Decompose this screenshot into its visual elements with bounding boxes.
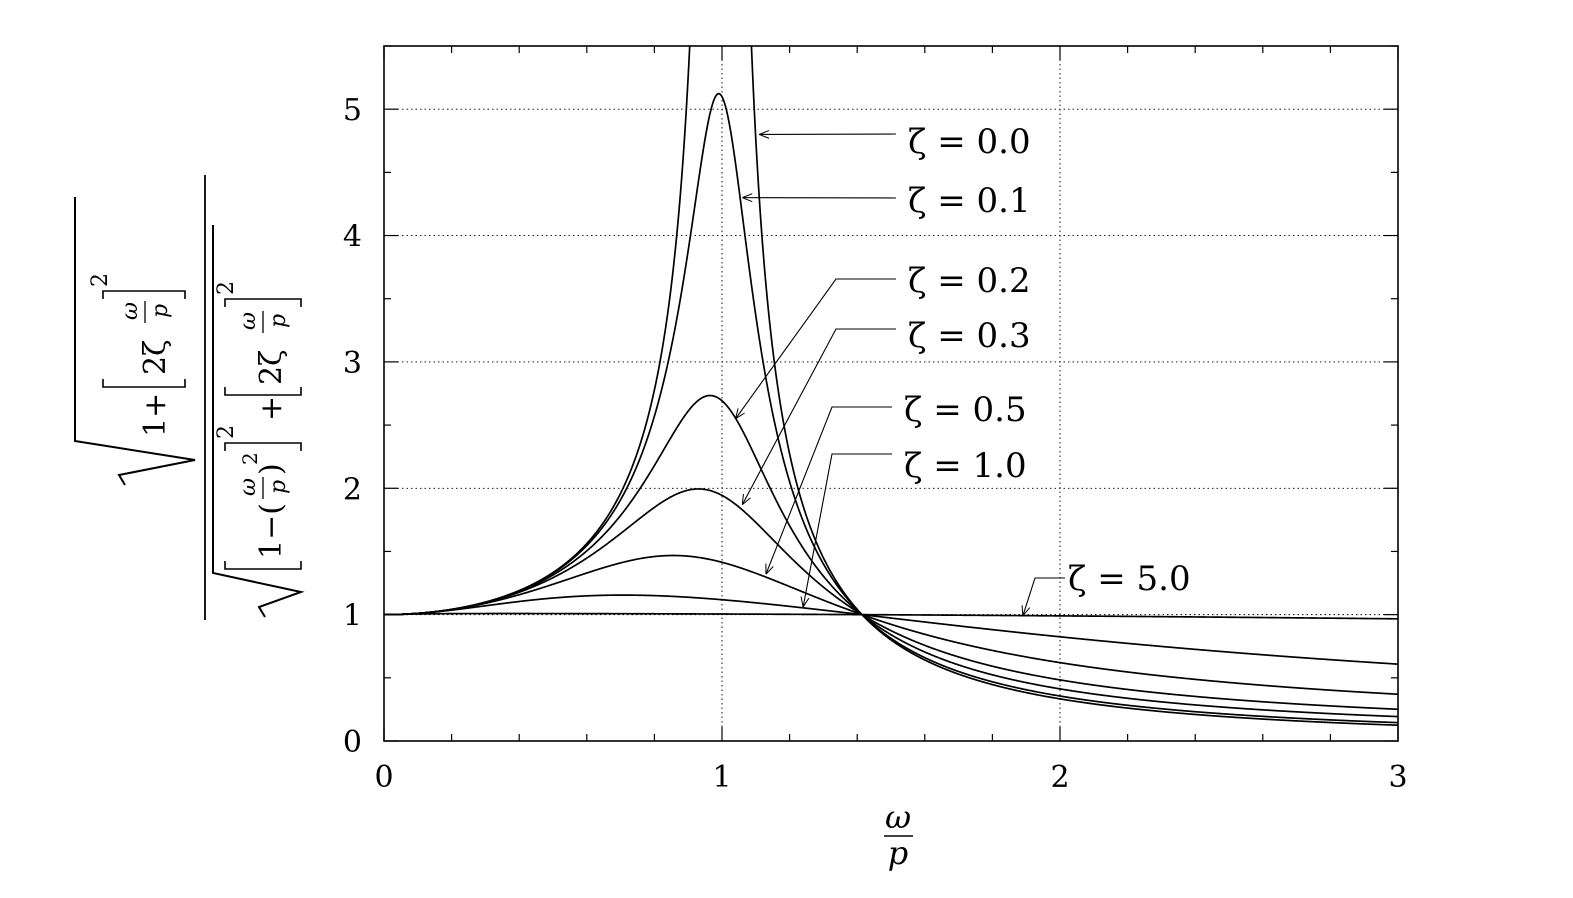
x-tick-label: 3: [1388, 760, 1407, 795]
series-line-zeta-0-2: [384, 394, 1398, 718]
y-tick-label: 3: [343, 346, 362, 381]
y-label-denominator-outer-exponent: 2: [214, 425, 239, 439]
y-tick-label: 4: [343, 220, 362, 255]
y-label-numerator-left-bracket: [102, 379, 186, 388]
x-axis-label-numerator: ω: [885, 798, 911, 836]
annotation-leader-5: [803, 453, 892, 607]
x-tick-label: 2: [1050, 760, 1069, 795]
grid: [384, 46, 1398, 741]
y-label-numerator-p: p: [148, 304, 173, 318]
y-label-denominator-omega-2: ω: [236, 312, 261, 330]
x-axis-label: ω p: [884, 798, 913, 872]
y-label-denominator-right-bracket-1: [224, 442, 302, 451]
y-label-denominator-omega: ω: [236, 478, 261, 496]
y-label-denominator-one-minus: 1−(: [254, 503, 289, 559]
y-label-denominator-two-zeta: 2ζ: [254, 350, 289, 385]
annotation-label-4: ζ = 0.5: [904, 390, 1027, 430]
y-tick-label: 2: [343, 472, 362, 507]
series-line-zeta-0-3: [384, 488, 1398, 711]
y-tick-labels: 0 1 2 3 4 5: [343, 93, 362, 760]
annotation-label-3: ζ = 0.3: [908, 316, 1031, 356]
annotation-leader-6: [1023, 577, 1065, 616]
x-tick-labels: 0 1 2 3: [374, 760, 1407, 795]
y-label-denominator-left-bracket-1: [224, 561, 302, 570]
series-line-zeta-0: [384, 46, 1398, 727]
x-tick-label: 1: [712, 760, 731, 795]
series-line-zeta-0-1: [384, 92, 1398, 724]
plot-frame: [383, 45, 1399, 742]
y-label-denominator: 1−( ω p ) 2 2 + 2ζ ω p 2: [212, 225, 305, 618]
y-label-denominator-close-paren: ): [254, 463, 289, 475]
annotation-label-2: ζ = 0.2: [908, 261, 1031, 301]
annotation-leader-4: [766, 406, 892, 574]
x-axis-label-denominator: p: [888, 834, 908, 872]
series-group: [384, 46, 1398, 727]
y-label-denominator-inner-exponent: 2: [238, 452, 262, 465]
ticks: [383, 45, 1399, 742]
y-label-numerator-right-bracket: [102, 290, 186, 299]
y-tick-label: 0: [343, 725, 362, 760]
y-label-numerator-two-zeta: 2ζ: [138, 340, 173, 375]
annotation-label-6: ζ = 5.0: [1068, 559, 1191, 599]
y-label-denominator-right-bracket-2: [224, 298, 302, 307]
y-label-numerator-one-plus: 1+: [138, 393, 173, 437]
annotations: ζ = 0.0 ζ = 0.1 ζ = 0.2 ζ = 0.3 ζ = 0.5 ζ = 1…: [736, 122, 1191, 616]
annotation-label-5: ζ = 1.0: [904, 446, 1027, 486]
y-label-denominator-left-bracket-2: [224, 387, 302, 396]
y-axis-label: 1+ 2ζ ω p 2 1−( ω p ) 2 2 + 2ζ ω p: [74, 175, 305, 620]
annotation-leader-2: [736, 278, 896, 419]
series-line-zeta-0-5: [384, 554, 1398, 696]
y-label-denominator-p-2: p: [266, 314, 291, 328]
y-label-numerator-omega: ω: [118, 302, 143, 320]
y-label-numerator-exponent: 2: [88, 273, 113, 287]
y-tick-label: 1: [343, 599, 362, 634]
y-label-denominator-radical: [212, 225, 305, 618]
y-label-denominator-plus: +: [254, 396, 289, 421]
annotation-leader-3: [742, 328, 896, 505]
y-label-denominator-p: p: [266, 480, 291, 494]
x-tick-label: 0: [374, 760, 393, 795]
annotation-label-1: ζ = 0.1: [908, 181, 1031, 221]
series-line-zeta-1: [384, 594, 1398, 665]
y-label-numerator-radical: [74, 197, 196, 486]
y-tick-label: 5: [343, 93, 362, 128]
annotation-label-0: ζ = 0.0: [908, 122, 1031, 162]
y-label-numerator: 1+ 2ζ ω p 2: [74, 197, 196, 486]
series-line-zeta-5: [384, 612, 1398, 620]
y-label-denominator-exponent-2: 2: [214, 281, 239, 295]
